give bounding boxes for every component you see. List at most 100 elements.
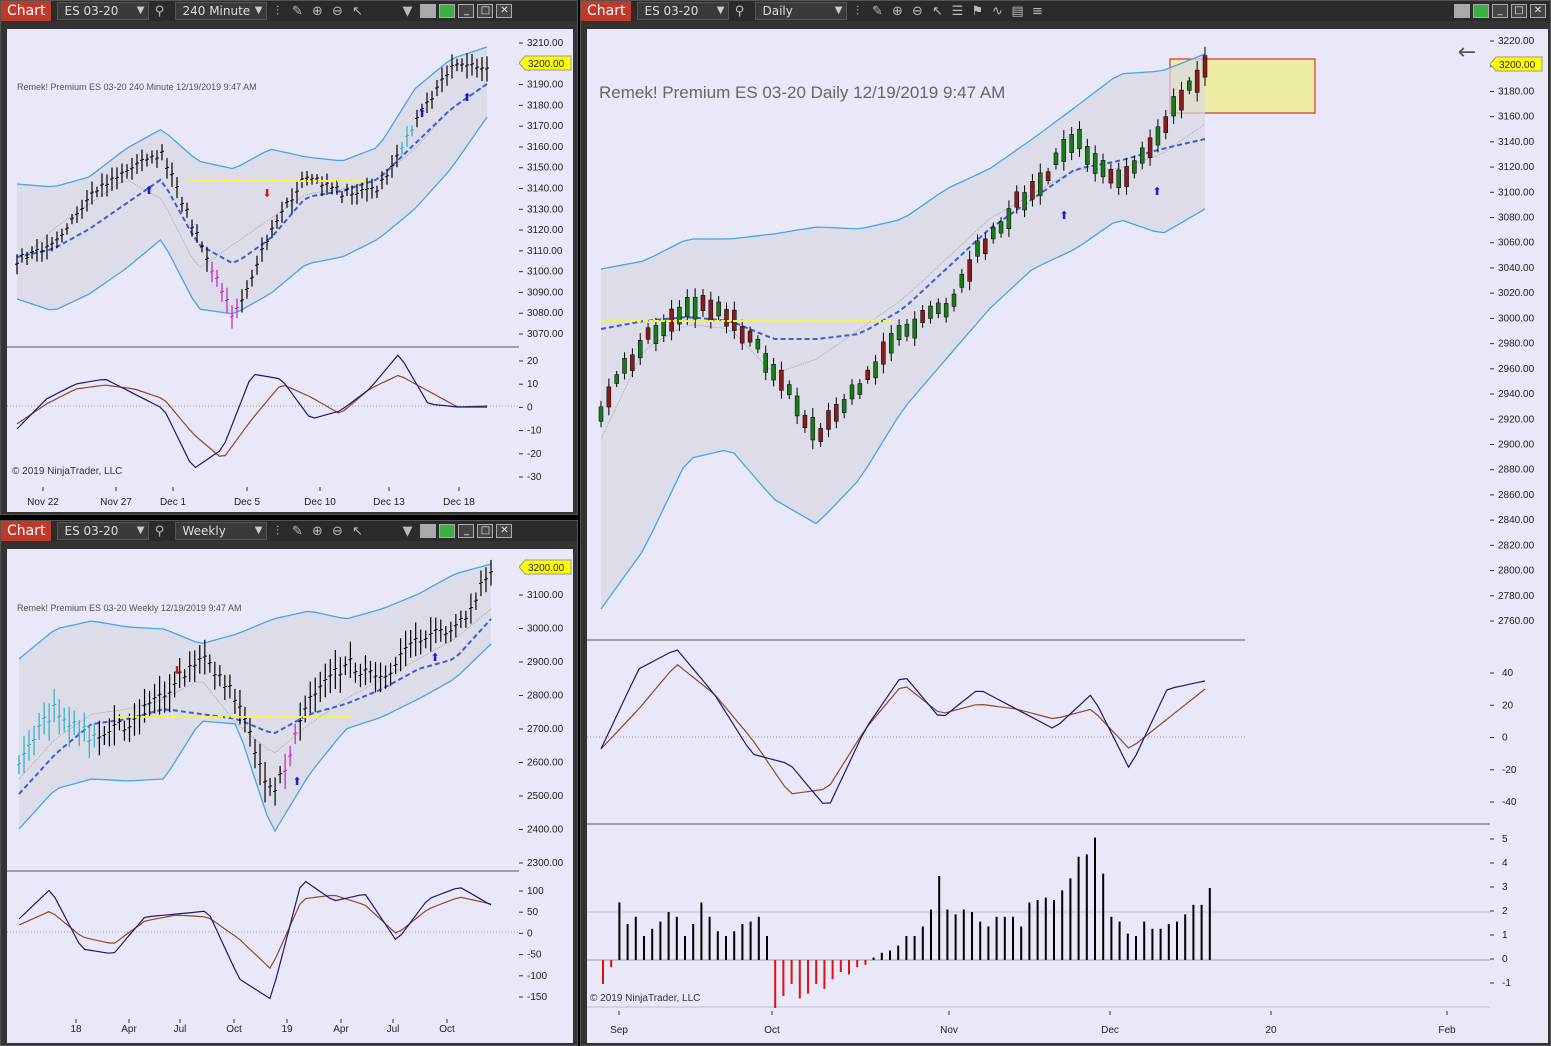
close-button[interactable]: ✕ bbox=[496, 4, 513, 18]
bar-style-icon[interactable]: ⫶ bbox=[275, 3, 280, 19]
price-tick-label: 2840.00 bbox=[1498, 515, 1535, 526]
price-tick-label: 3140.00 bbox=[527, 184, 564, 195]
close-button[interactable]: ✕ bbox=[1530, 4, 1546, 18]
zoom-out-icon[interactable]: ⊖ bbox=[912, 3, 923, 19]
arrow-up-icon: ⬆ bbox=[462, 91, 471, 104]
zoom-in-icon[interactable]: ⊕ bbox=[312, 523, 323, 539]
candle-body bbox=[1030, 181, 1035, 200]
search-icon[interactable]: ⚲ bbox=[154, 523, 165, 539]
title-bar: Chart ES 03-20 ▼ ⚲ Weekly ▼ ⫶ ✎ ⊕ ⊖ ↖ ▼ _ … bbox=[1, 521, 577, 541]
pencil-icon[interactable]: ✎ bbox=[292, 3, 303, 19]
indicators-icon[interactable]: ∿ bbox=[992, 3, 1003, 19]
price-tick-label: 2900.00 bbox=[1498, 439, 1535, 450]
candle-body bbox=[787, 384, 792, 396]
zoom-in-icon[interactable]: ⊕ bbox=[892, 3, 903, 19]
time-tick-label: Nov 27 bbox=[100, 497, 132, 508]
price-tick-label: 3020.00 bbox=[1498, 288, 1535, 299]
candle-body bbox=[708, 299, 714, 321]
bar-style-icon[interactable]: ⫶ bbox=[855, 3, 860, 19]
price-axis[interactable]: 3100.00 3000.00 2900.00 2800.00 2700.00 2600.… bbox=[519, 549, 573, 1019]
time-axis[interactable]: Sep Oct Nov Dec 20 Feb bbox=[587, 1011, 1548, 1043]
list-icon[interactable]: ≡ bbox=[1032, 3, 1043, 19]
pointer-icon[interactable]: ↖ bbox=[352, 523, 363, 539]
chart-tag[interactable]: Chart bbox=[1, 1, 52, 21]
time-axis[interactable]: Nov 22 Nov 27 Dec 1 Dec 5 Dec 10 Dec 13 Dec 18 bbox=[7, 487, 573, 512]
instrument-select[interactable]: ES 03-20 ▼ bbox=[57, 522, 150, 540]
candle-body bbox=[1179, 89, 1184, 111]
candle-body bbox=[1077, 128, 1082, 150]
candle-body bbox=[896, 325, 902, 341]
candle-body bbox=[645, 327, 651, 340]
chart-plot-area[interactable]: Remek! Premium ES 03-20 240 Minute 12/19… bbox=[7, 29, 519, 487]
minimize-button[interactable]: _ bbox=[1492, 4, 1508, 18]
chart-tag[interactable]: Chart bbox=[1, 521, 52, 541]
candle-body bbox=[1202, 55, 1208, 78]
pencil-icon[interactable]: ✎ bbox=[292, 523, 303, 539]
candle-body bbox=[779, 369, 784, 391]
zoom-out-icon[interactable]: ⊖ bbox=[332, 3, 343, 19]
bar-style-icon[interactable]: ⫶ bbox=[275, 523, 280, 539]
templates-icon[interactable]: ▤ bbox=[1011, 3, 1024, 19]
candle-body bbox=[755, 338, 761, 350]
maximize-button[interactable]: □ bbox=[1511, 4, 1527, 18]
dropdown-icon[interactable]: ▼ bbox=[402, 523, 413, 539]
candle-body bbox=[598, 406, 604, 422]
minimize-button[interactable]: _ bbox=[458, 524, 475, 538]
instrument-select[interactable]: ES 03-20 ▼ bbox=[637, 2, 730, 20]
sync-button[interactable] bbox=[1473, 4, 1489, 18]
time-tick-label: Oct bbox=[764, 1025, 780, 1036]
price-tick-label: 3130.00 bbox=[527, 204, 564, 215]
strategies-icon[interactable]: ⚑ bbox=[971, 3, 984, 19]
pencil-icon[interactable]: ✎ bbox=[872, 3, 883, 19]
price-tick-label: 3160.00 bbox=[1498, 112, 1535, 123]
search-icon[interactable]: ⚲ bbox=[154, 3, 165, 19]
link-button[interactable] bbox=[420, 524, 437, 538]
osc-tick-label: 4 bbox=[1502, 858, 1508, 869]
pointer-icon[interactable]: ↖ bbox=[352, 3, 363, 19]
sync-button[interactable] bbox=[439, 4, 456, 18]
link-button[interactable] bbox=[420, 4, 437, 18]
time-tick-label: 20 bbox=[1265, 1025, 1277, 1036]
oscillator-fast bbox=[18, 880, 492, 1000]
copyright: © 2019 NinjaTrader, LLC bbox=[12, 466, 122, 477]
maximize-button[interactable]: □ bbox=[477, 524, 494, 538]
pointer-icon[interactable]: ↖ bbox=[932, 3, 943, 19]
interval-select[interactable]: Daily ▼ bbox=[755, 2, 848, 20]
maximize-button[interactable]: □ bbox=[477, 4, 494, 18]
time-tick-label: Dec 18 bbox=[443, 497, 475, 508]
chart-tag[interactable]: Chart bbox=[581, 1, 632, 21]
close-button[interactable]: ✕ bbox=[496, 524, 513, 538]
time-axis[interactable]: 18 Apr Jul Oct 19 Apr Jul Oct bbox=[7, 1019, 573, 1043]
price-tick-label: 3220.00 bbox=[1498, 36, 1535, 47]
search-icon[interactable]: ⚲ bbox=[734, 3, 745, 19]
price-tick-label: 3000.00 bbox=[527, 624, 564, 635]
price-axis[interactable]: 3220.00 3200.00 3180.00 3160.00 3140.00 3120.… bbox=[1490, 29, 1548, 1011]
link-button[interactable] bbox=[1454, 4, 1470, 18]
interval-select[interactable]: 240 Minute ▼ bbox=[175, 2, 268, 20]
price-axis[interactable]: 3210.00 3200.00 3190.00 3180.00 3170.00 3160.… bbox=[519, 29, 573, 487]
properties-icon[interactable]: ☰ bbox=[951, 3, 964, 19]
price-tick-label: 3000.00 bbox=[1498, 313, 1535, 324]
time-tick-label: Dec 10 bbox=[304, 497, 336, 508]
chart-plot-area[interactable]: Remek! Premium ES 03-20 Daily 12/19/2019… bbox=[587, 29, 1490, 1011]
candle-body bbox=[1053, 152, 1059, 165]
candle-body bbox=[802, 414, 808, 429]
price-tick-label: 2860.00 bbox=[1498, 490, 1535, 501]
chart-header: Remek! Premium ES 03-20 Weekly 12/19/201… bbox=[17, 603, 241, 613]
candle-body bbox=[700, 295, 706, 311]
osc-tick-label: -100 bbox=[527, 971, 547, 982]
interval-select[interactable]: Weekly ▼ bbox=[175, 522, 268, 540]
osc-tick-label: 0 bbox=[1502, 733, 1508, 744]
arrow-up-icon: ⬆ bbox=[1059, 209, 1068, 222]
chart-plot-area[interactable]: Remek! Premium ES 03-20 Weekly 12/19/201… bbox=[7, 549, 519, 1019]
dropdown-icon[interactable]: ▼ bbox=[402, 3, 413, 19]
osc-tick-label: -20 bbox=[1502, 765, 1517, 776]
zoom-in-icon[interactable]: ⊕ bbox=[312, 3, 323, 19]
osc-tick-label: 5 bbox=[1502, 834, 1508, 845]
sync-button[interactable] bbox=[439, 524, 456, 538]
instrument-select[interactable]: ES 03-20 ▼ bbox=[57, 2, 150, 20]
minimize-button[interactable]: _ bbox=[458, 4, 475, 18]
zoom-out-icon[interactable]: ⊖ bbox=[332, 523, 343, 539]
osc-tick-label: 40 bbox=[1502, 668, 1514, 679]
candle-body bbox=[1045, 171, 1051, 181]
